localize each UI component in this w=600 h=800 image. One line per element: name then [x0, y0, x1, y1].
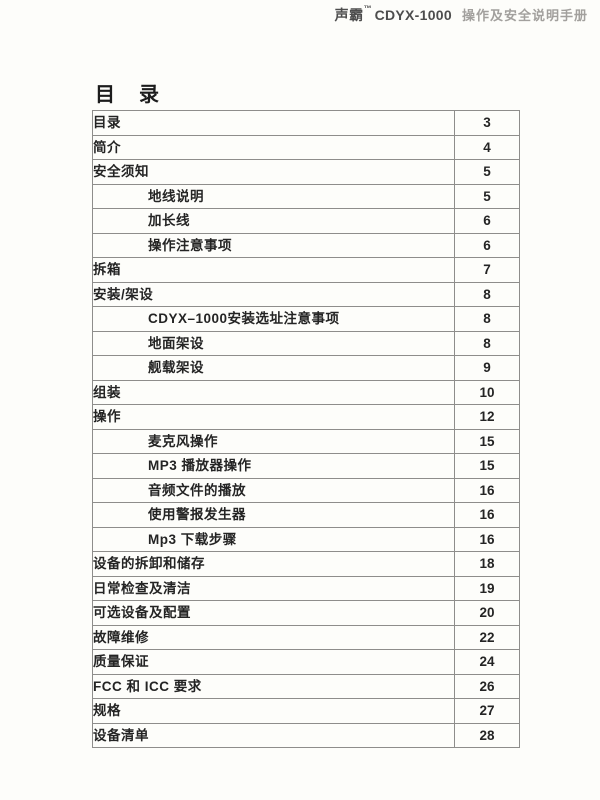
toc-entry-page-number: 27: [454, 698, 520, 724]
toc-entry-label: Mp3 下载步骤: [92, 526, 455, 552]
toc-entry-label: 可选设备及配置: [92, 600, 455, 626]
toc-row: 目录 3: [92, 110, 520, 136]
toc-entry-label: 操作注意事项: [92, 232, 455, 258]
toc-entry-label: 日常检查及清洁: [92, 575, 455, 601]
toc-entry-page-number: 15: [454, 428, 520, 454]
toc-entry-page-number: 8: [454, 330, 520, 356]
toc-entry-page-number: 12: [454, 404, 520, 430]
toc-entry-page-number: 19: [454, 575, 520, 601]
toc-row: 地面架设 8: [92, 330, 520, 356]
toc-entry-label: 组装: [92, 379, 455, 405]
toc-row: CDYX–1000安装选址注意事项 8: [92, 306, 520, 332]
toc-row: 加长线 6: [92, 208, 520, 234]
toc-row: 操作注意事项 6: [92, 232, 520, 258]
toc-entry-label: 规格: [92, 698, 455, 724]
toc-entry-label: 故障维修: [92, 624, 455, 650]
trademark-symbol: ™: [363, 4, 372, 13]
toc-row: 舰载架设 9: [92, 355, 520, 381]
page-title: 目 录: [95, 84, 161, 106]
toc-entry-label: 简介: [92, 134, 455, 160]
toc-entry-label: 音频文件的播放: [92, 477, 455, 503]
toc-row: 操作 12: [92, 404, 520, 430]
toc-row: 简介 4: [92, 134, 520, 160]
toc-entry-page-number: 22: [454, 624, 520, 650]
toc-table-body: 目录 3 简介 4 安全须知 5 地线说明 5 加长线 6 操作注意事项 6 拆箱 7 安装/架设 8 CDYX…: [92, 110, 520, 748]
toc-row: 故障维修 22: [92, 624, 520, 650]
toc-entry-label: 目录: [92, 110, 455, 136]
toc-entry-label: FCC 和 ICC 要求: [92, 673, 455, 699]
toc-row: 设备的拆卸和储存 18: [92, 551, 520, 577]
toc-entry-label: 质量保证: [92, 649, 455, 675]
toc-table: 目录 3 简介 4 安全须知 5 地线说明 5 加长线 6 操作注意事项 6 拆箱 7 安装/架设 8 CDYX…: [92, 110, 520, 748]
toc-entry-page-number: 7: [454, 257, 520, 283]
brand-name: 声霸: [334, 7, 364, 23]
document-title: 操作及安全说明手册: [461, 8, 588, 23]
toc-entry-page-number: 5: [454, 159, 520, 185]
toc-entry-label: 地线说明: [92, 183, 455, 209]
toc-entry-page-number: 3: [454, 110, 520, 136]
toc-entry-page-number: 26: [454, 673, 520, 699]
toc-entry-page-number: 6: [454, 208, 520, 234]
toc-entry-page-number: 5: [454, 183, 520, 209]
toc-entry-page-number: 15: [454, 453, 520, 479]
toc-row: 安装/架设 8: [92, 281, 520, 307]
toc-entry-page-number: 8: [454, 281, 520, 307]
toc-row: 质量保证 24: [92, 649, 520, 675]
toc-row: MP3 播放器操作 15: [92, 453, 520, 479]
toc-row: FCC 和 ICC 要求 26: [92, 673, 520, 699]
toc-row: 规格 27: [92, 698, 520, 724]
toc-entry-label: 安装/架设: [92, 281, 455, 307]
toc-entry-page-number: 4: [454, 134, 520, 160]
toc-entry-page-number: 18: [454, 551, 520, 577]
toc-entry-label: 麦克风操作: [92, 428, 455, 454]
toc-entry-label: 地面架设: [92, 330, 455, 356]
toc-entry-label: 拆箱: [92, 257, 455, 283]
toc-row: 安全须知 5: [92, 159, 520, 185]
toc-entry-page-number: 24: [454, 649, 520, 675]
toc-entry-label: 安全须知: [92, 159, 455, 185]
toc-entry-label: 操作: [92, 404, 455, 430]
toc-entry-page-number: 10: [454, 379, 520, 405]
toc-row: 拆箱 7: [92, 257, 520, 283]
toc-entry-page-number: 9: [454, 355, 520, 381]
toc-entry-label: 加长线: [92, 208, 455, 234]
toc-row: 组装 10: [92, 379, 520, 405]
toc-entry-label: 设备的拆卸和储存: [92, 551, 455, 577]
toc-entry-label: 舰载架设: [92, 355, 455, 381]
toc-entry-page-number: 20: [454, 600, 520, 626]
toc-entry-page-number: 28: [454, 722, 520, 748]
toc-row: 麦克风操作 15: [92, 428, 520, 454]
toc-entry-page-number: 6: [454, 232, 520, 258]
toc-entry-page-number: 8: [454, 306, 520, 332]
toc-row: Mp3 下载步骤 16: [92, 526, 520, 552]
toc-entry-label: CDYX–1000安装选址注意事项: [92, 306, 455, 332]
toc-row: 可选设备及配置 20: [92, 600, 520, 626]
toc-row: 地线说明 5: [92, 183, 520, 209]
page-header: 声霸™ CDYX-1000 操作及安全说明手册: [334, 4, 588, 25]
toc-entry-page-number: 16: [454, 477, 520, 503]
toc-entry-page-number: 16: [454, 502, 520, 528]
toc-entry-label: 设备清单: [92, 722, 455, 748]
toc-entry-label: 使用警报发生器: [92, 502, 455, 528]
toc-row: 设备清单 28: [92, 722, 520, 748]
toc-row: 音频文件的播放 16: [92, 477, 520, 503]
toc-row: 使用警报发生器 16: [92, 502, 520, 528]
model-number: CDYX-1000: [374, 7, 452, 23]
toc-entry-page-number: 16: [454, 526, 520, 552]
toc-row: 日常检查及清洁 19: [92, 575, 520, 601]
toc-entry-label: MP3 播放器操作: [92, 453, 455, 479]
